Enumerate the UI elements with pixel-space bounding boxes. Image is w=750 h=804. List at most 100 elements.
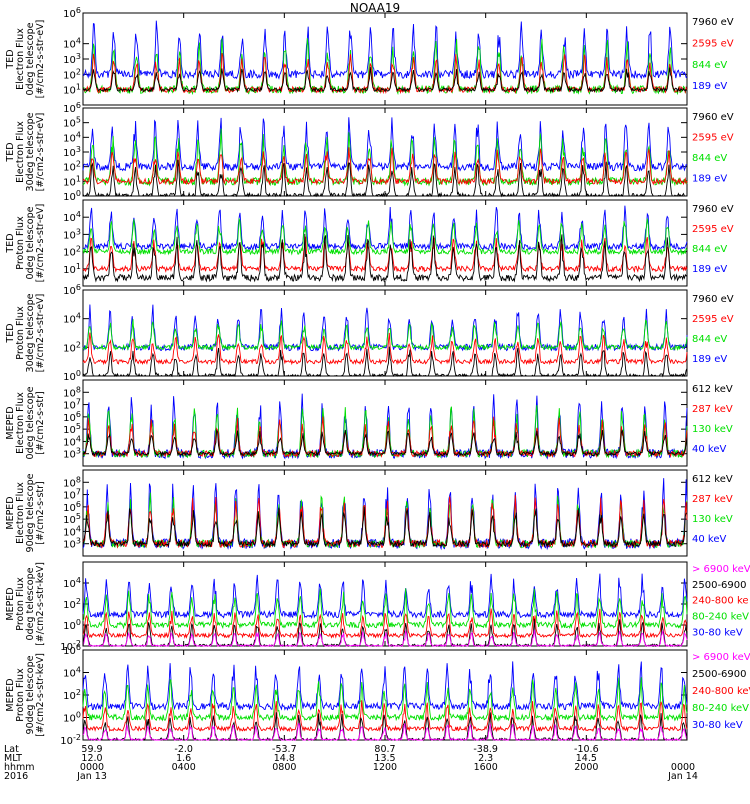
series-trace: [82, 117, 688, 172]
y-tick-label: 104: [63, 312, 81, 326]
y-tick-label: 104: [63, 434, 81, 448]
series-trace: [82, 677, 688, 722]
y-axis-label: TED: [5, 142, 16, 162]
y-tick-label: 105: [63, 422, 81, 436]
y-tick-label: 103: [63, 537, 81, 551]
legend-entry: 80-240 keV: [692, 612, 749, 623]
legend-entry: 612 keV: [692, 474, 733, 485]
x-tick-label-hhmm: 1200: [373, 762, 397, 773]
series-trace: [82, 608, 688, 639]
series-trace: [82, 661, 688, 711]
legend-entry: 130 keV: [692, 424, 733, 435]
series-trace: [82, 506, 688, 549]
x-tick-label-lat: 80.7: [374, 744, 395, 755]
y-axis-label: 0deg telescope: [25, 567, 36, 640]
y-tick-label: 104: [63, 576, 81, 590]
y-axis-label: Proton Flux: [15, 216, 26, 270]
y-tick-label: 106: [63, 410, 81, 424]
x-tick-label-date: Jan 14: [667, 771, 698, 782]
legend-entry: 287 keV: [692, 404, 733, 415]
y-tick-label: 106: [63, 500, 81, 514]
y-tick-label: 10-2: [60, 639, 81, 653]
x-row-label: hhmm: [4, 762, 35, 773]
legend-entry: 80-240 keV: [692, 703, 749, 714]
y-axis-label: MEPED: [5, 406, 16, 439]
y-axis-label: TED: [5, 233, 16, 253]
y-axis-label: Proton Flux: [15, 668, 26, 722]
x-tick-label-lat: -53.7: [272, 744, 297, 755]
series-trace: [82, 492, 688, 549]
series-trace: [82, 573, 688, 620]
series-trace: [82, 20, 688, 80]
y-axis-label: MEPED: [5, 678, 16, 711]
y-tick-label: 103: [63, 145, 81, 159]
y-axis-label: Proton Flux: [15, 577, 26, 631]
y-axis-label: 0deg telescope: [25, 206, 36, 279]
x-tick-label-lat: -10.6: [574, 744, 599, 755]
y-tick-label: 105: [63, 512, 81, 526]
y-tick-label: 10-2: [60, 733, 81, 747]
y-tick-label: 106: [63, 6, 81, 20]
y-axis-label: [#/cm2-s-str-keV]: [35, 562, 46, 646]
x-tick-label-mlt: 14.5: [576, 753, 597, 764]
legend-entry: 189 eV: [692, 173, 727, 184]
legend-entry: 40 keV: [692, 444, 726, 455]
y-tick-label: 105: [63, 116, 81, 130]
legend-entry: 2595 eV: [692, 132, 734, 143]
y-tick-label: 107: [63, 398, 81, 412]
legend-entry: > 6900 keV: [692, 652, 750, 663]
y-tick-label: 101: [63, 262, 81, 276]
y-axis-label: TED: [5, 49, 16, 69]
y-axis-label: 90deg telescope: [25, 655, 36, 734]
legend-entry: 189 eV: [692, 264, 727, 275]
y-tick-label: 103: [63, 227, 81, 241]
legend-entry: 7960 eV: [692, 204, 734, 215]
legend-entry: 189 eV: [692, 354, 727, 365]
y-tick-label: 100: [63, 618, 81, 632]
y-tick-label: 104: [63, 666, 81, 680]
y-tick-label: 102: [63, 340, 81, 354]
y-tick-label: 104: [63, 37, 81, 51]
x-tick-label-lat: -38.9: [473, 744, 498, 755]
y-axis-label: TED: [5, 323, 16, 343]
x-tick-label-hhmm: 1600: [474, 762, 498, 773]
y-tick-label: 106: [63, 101, 81, 115]
y-axis-label: Proton Flux: [15, 306, 26, 360]
series-trace: [82, 52, 688, 95]
y-axis-label: Electron Flux: [15, 392, 26, 454]
y-axis-label: Electron Flux: [15, 482, 26, 544]
legend-entry: 40 keV: [692, 534, 726, 545]
y-tick-label: 106: [63, 643, 81, 657]
legend-entry: 7960 eV: [692, 112, 734, 123]
legend-entry: 130 keV: [692, 514, 733, 525]
y-axis-label: 0deg telescope: [25, 386, 36, 459]
legend-entry: 30-80 keV: [692, 627, 743, 638]
y-tick-label: 100: [63, 189, 81, 203]
y-tick-label: 100: [63, 711, 81, 725]
x-tick-label-hhmm: 0000: [80, 762, 104, 773]
y-tick-label: 102: [63, 160, 81, 174]
legend-entry: 844 eV: [692, 60, 727, 71]
chart-title: NOAA19: [349, 1, 401, 15]
x-tick-label-mlt: 12.0: [81, 753, 102, 764]
y-tick-label: 103: [63, 52, 81, 66]
x-tick-label-lat: 59.9: [81, 744, 102, 755]
legend-entry: 287 keV: [692, 494, 733, 505]
series-trace: [82, 236, 688, 273]
x-tick-label-lat: -2.0: [174, 744, 193, 755]
series-trace: [82, 332, 688, 366]
y-axis-label: [#/cm2-s-str-eV]: [35, 113, 46, 192]
legend-entry: 844 eV: [692, 334, 727, 345]
legend-entry: 7960 eV: [692, 17, 734, 28]
y-axis-label: [#/cm2-s-str-eV]: [35, 204, 46, 283]
series-trace: [82, 304, 688, 352]
y-axis-label: 0deg telescope: [25, 22, 36, 95]
legend-entry: 240-800 ke: [692, 596, 749, 607]
y-axis-label: 90deg telescope: [25, 473, 36, 552]
x-tick-label-mlt: 2.3: [478, 753, 493, 764]
series-trace: [82, 38, 688, 96]
y-tick-label: 107: [63, 488, 81, 502]
y-tick-label: 104: [63, 524, 81, 538]
series-trace: [82, 319, 688, 352]
